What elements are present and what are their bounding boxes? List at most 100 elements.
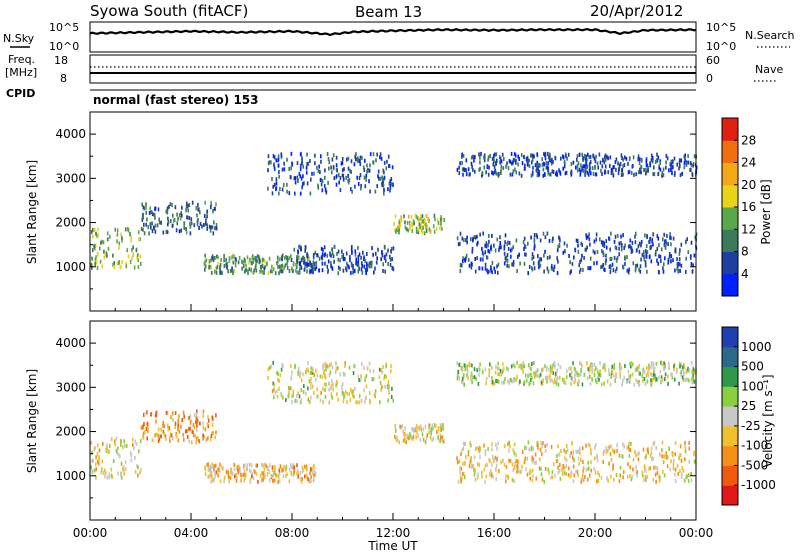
echo-point (406, 433, 408, 438)
echo-point (645, 373, 648, 378)
echo-point (632, 261, 635, 266)
echo-point (622, 470, 625, 475)
echo-point (503, 244, 506, 249)
echo-point (528, 158, 530, 163)
echo-point (576, 157, 578, 162)
echo-point (540, 452, 543, 456)
echo-point (382, 365, 384, 369)
echo-point (272, 184, 274, 189)
echo-point (416, 426, 419, 431)
echo-point (210, 265, 213, 270)
echo-point (388, 387, 390, 392)
echo-point (461, 448, 463, 453)
echo-point (523, 380, 526, 385)
echo-point (582, 267, 584, 272)
echo-point (495, 364, 497, 369)
echo-point (324, 387, 326, 392)
echo-point (336, 392, 338, 397)
echo-point (460, 479, 462, 484)
echo-point (170, 433, 173, 438)
echo-point (214, 269, 216, 274)
echo-point (113, 264, 115, 269)
echo-point (524, 252, 526, 257)
echo-point (497, 379, 500, 384)
echo-point (134, 455, 136, 460)
echo-point (601, 172, 603, 176)
echo-point (643, 377, 646, 381)
echo-point (498, 155, 501, 160)
echo-point (292, 472, 295, 477)
echo-point (560, 449, 562, 453)
echo-point (612, 448, 614, 453)
echo-point (96, 443, 99, 448)
echo-point (212, 231, 215, 236)
echo-point (538, 374, 540, 379)
echo-point (117, 452, 120, 457)
echo-point (466, 367, 468, 371)
echo-point (651, 237, 654, 242)
echo-point (613, 449, 616, 454)
echo-point (562, 155, 565, 160)
echo-point (673, 367, 675, 371)
echo-point (674, 467, 677, 472)
echo-point (585, 159, 587, 164)
echo-point (613, 366, 615, 371)
echo-point (534, 371, 537, 376)
echo-point (634, 368, 637, 373)
echo-point (255, 463, 257, 468)
echo-point (259, 265, 262, 269)
echo-point (540, 380, 543, 385)
echo-point (320, 154, 322, 159)
echo-point (273, 395, 275, 400)
echo-point (264, 474, 266, 479)
echo-point (94, 257, 97, 262)
echo-point (166, 410, 169, 415)
echo-point (392, 398, 394, 403)
echo-point (482, 257, 484, 262)
echo-point (341, 168, 344, 173)
echo-point (167, 427, 169, 432)
colorbar-swatch (722, 465, 738, 486)
echo-point (538, 265, 540, 270)
echo-point (100, 240, 102, 245)
echo-point (584, 247, 587, 252)
echo-point (462, 172, 464, 177)
echo-point (480, 152, 482, 156)
echo-point (591, 166, 594, 171)
echo-point (398, 440, 401, 445)
echo-point (142, 215, 144, 220)
echo-point (456, 460, 459, 465)
echo-point (192, 429, 194, 434)
echo-point (628, 157, 631, 162)
echo-point (629, 244, 631, 249)
echo-point (492, 380, 494, 385)
echo-point (544, 249, 546, 254)
echo-point (256, 463, 258, 468)
echo-point (589, 256, 592, 261)
echo-point (267, 375, 269, 380)
echo-point (606, 449, 609, 453)
echo-point (512, 448, 515, 453)
echo-point (206, 214, 208, 219)
echo-point (122, 465, 125, 470)
echo-point (363, 366, 365, 370)
echo-point (285, 464, 288, 469)
echo-point (609, 257, 612, 261)
echo-point (311, 265, 313, 270)
echo-point (277, 163, 280, 168)
power-colorbar-label: Power [dB] (759, 179, 773, 244)
colorbar-tick-label: -100 (741, 439, 768, 453)
y-tick-label: 3000 (55, 380, 86, 394)
echo-point (644, 263, 647, 268)
echo-point (124, 467, 127, 472)
echo-point (281, 468, 283, 473)
echo-point (306, 269, 308, 274)
echo-point (393, 222, 395, 226)
echo-point (622, 157, 624, 162)
echo-point (578, 379, 580, 383)
echo-point (461, 236, 464, 241)
echo-point (643, 250, 645, 255)
echo-point (563, 378, 565, 383)
echo-point (578, 263, 580, 268)
echo-point (162, 230, 165, 235)
